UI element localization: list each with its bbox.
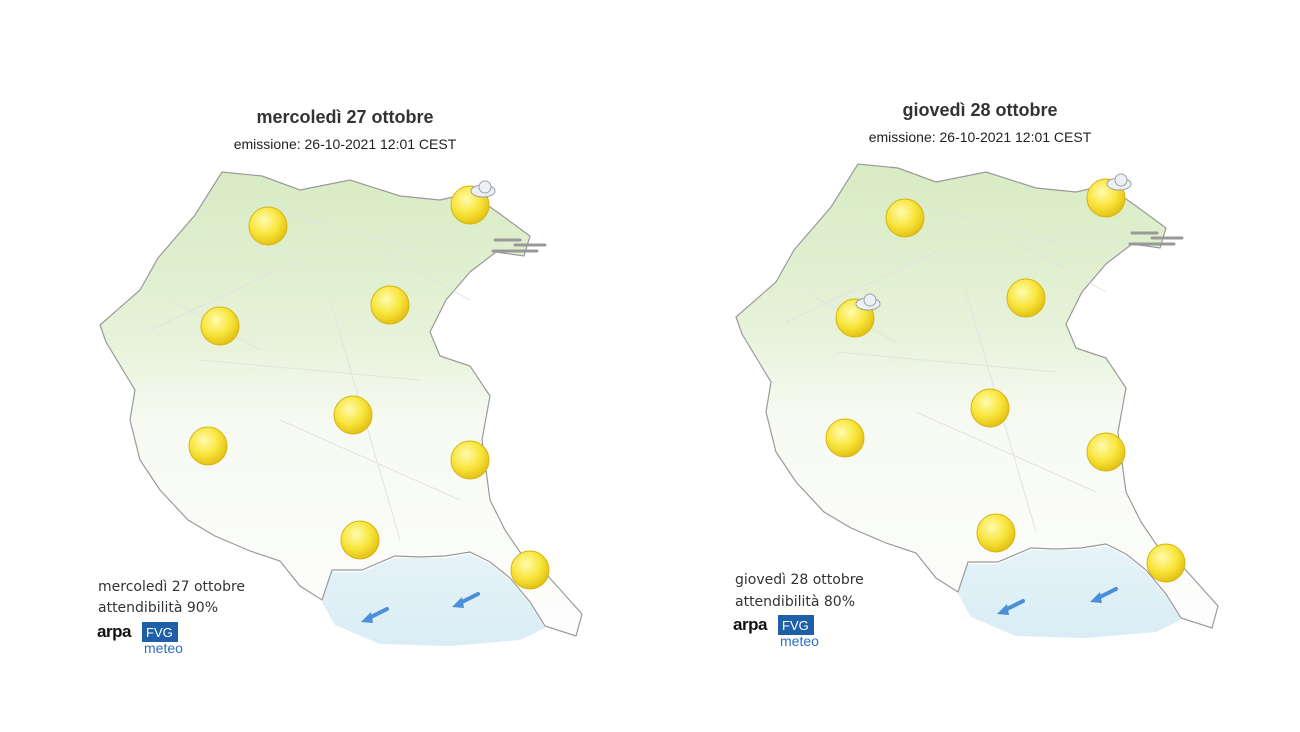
sun-icon: [450, 440, 490, 480]
emission-time: emissione: 26-10-2021 12:01 CEST: [234, 136, 457, 152]
boundary: [915, 411, 1097, 493]
sun-icon: [825, 418, 865, 458]
sun-icon: [1146, 543, 1186, 583]
logo-box: [142, 622, 178, 642]
sun-icon: [340, 520, 380, 560]
sea: [958, 546, 1181, 638]
cloud-icon: [478, 180, 492, 194]
boundary: [785, 251, 937, 323]
footer-day: giovedì 28 ottobre: [735, 572, 864, 588]
boundary: [269, 209, 421, 251]
cloud-icon: [1114, 173, 1128, 187]
sun-icon: [970, 388, 1010, 428]
sun-icon: [885, 198, 925, 238]
boundary: [1015, 241, 1107, 293]
wind-arrow-head: [452, 597, 464, 608]
boundary: [379, 249, 471, 301]
reliability: attendibilità 90%: [98, 600, 218, 616]
sun-icon: [510, 550, 550, 590]
wind-arrow-head: [361, 612, 373, 623]
boundary: [199, 359, 421, 381]
wind-arrow-head: [1090, 592, 1102, 603]
sun-icon: [188, 426, 228, 466]
logo-fvg: FVG: [146, 625, 173, 640]
forecast-panel: giovedì 28 ottobre emissione: 26-10-2021…: [733, 100, 1219, 649]
footer-day: mercoledì 27 ottobre: [98, 579, 245, 595]
sun-icon: [248, 206, 288, 246]
sea: [322, 554, 545, 646]
sun-icon: [1086, 432, 1126, 472]
sun-icon: [200, 306, 240, 346]
forecast-panel: mercoledì 27 ottobre emissione: 26-10-20…: [97, 107, 583, 656]
boundary: [905, 201, 1057, 243]
logo-meteo: meteo: [780, 633, 819, 649]
logo-arpa: arpa: [733, 615, 768, 634]
logo-arpa: arpa: [97, 622, 132, 641]
boundary: [835, 351, 1057, 373]
boundary: [149, 259, 301, 331]
sun-icon: [1006, 278, 1046, 318]
sun-icon: [370, 285, 410, 325]
panel-title: giovedì 28 ottobre: [902, 100, 1057, 120]
sun-icon: [976, 513, 1016, 553]
panel-title: mercoledì 27 ottobre: [256, 107, 433, 127]
logo-fvg: FVG: [782, 618, 809, 633]
logo-box: [778, 615, 814, 635]
cloud-icon: [863, 293, 877, 307]
sun-icon: [333, 395, 373, 435]
logo-meteo: meteo: [144, 640, 183, 656]
emission-time: emissione: 26-10-2021 12:01 CEST: [869, 129, 1092, 145]
wind-arrow-head: [997, 604, 1009, 615]
reliability: attendibilità 80%: [735, 594, 855, 610]
boundary: [279, 419, 461, 501]
